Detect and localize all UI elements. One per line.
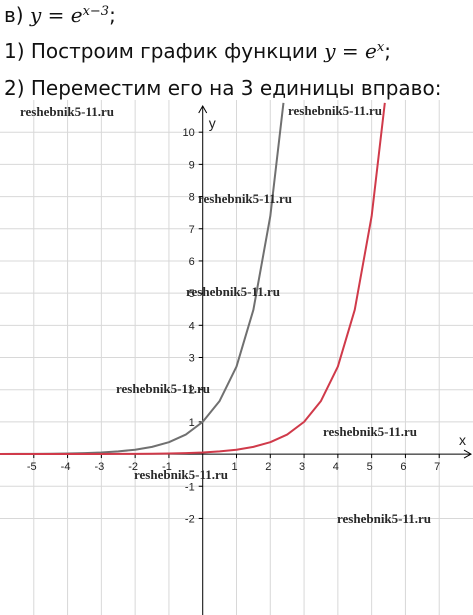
y-axis-label: y xyxy=(209,115,216,131)
x-tick-label: -4 xyxy=(61,461,71,473)
header-segment: в) xyxy=(4,3,30,27)
header-line: в) y = ex−3; xyxy=(4,3,116,27)
y-arrow xyxy=(198,104,208,114)
x-tick-label: 3 xyxy=(299,461,305,473)
x-tick-label: -1 xyxy=(162,461,172,473)
header-segment: 2) Переместим его на 3 единицы вправо: xyxy=(4,76,441,100)
x-tick-label: 4 xyxy=(333,461,339,473)
curve xyxy=(0,102,386,456)
header-line: 1) Построим график функции y = ex; xyxy=(4,39,391,63)
y-tick-label: 10 xyxy=(182,127,194,139)
x-tick-label: 5 xyxy=(367,461,373,473)
x-axis-label: x xyxy=(459,432,466,448)
curves xyxy=(0,102,386,456)
grid xyxy=(0,100,473,615)
axes xyxy=(0,104,473,615)
watermark: reshebnik5-11.ru xyxy=(288,103,382,118)
y-tick-label: 9 xyxy=(189,159,195,171)
x-arrow xyxy=(463,449,473,459)
header-segment: x xyxy=(377,40,385,55)
x-tick-label: -5 xyxy=(27,461,37,473)
y-tick-label: -2 xyxy=(185,513,195,525)
labels: -5 -4 -3 -2 -1 1 2 3 4 5 6 7 -2 -1 1 2 3 4 5 6 7 8 9 10 x y xyxy=(27,115,466,525)
header-segment: y = e xyxy=(323,39,377,63)
watermark: reshebnik5-11.ru xyxy=(134,467,228,482)
y-tick-label: 1 xyxy=(189,417,195,429)
header-segment: y = e xyxy=(29,3,83,27)
curve xyxy=(0,102,285,455)
y-tick-label: 8 xyxy=(189,192,195,204)
header-segment: ; xyxy=(384,39,391,63)
x-tick-label: 7 xyxy=(434,461,440,473)
x-tick-label: 2 xyxy=(265,461,271,473)
x-tick-label: -3 xyxy=(94,461,104,473)
watermark: reshebnik5-11.ru xyxy=(198,191,292,206)
watermark: reshebnik5-11.ru xyxy=(337,511,431,526)
watermarks: reshebnik5-11.ru reshebnik5-11.ru reshebni… xyxy=(20,103,431,526)
header-segment: ; xyxy=(109,3,116,27)
header: в) y = ex−3;1) Построим график функции y… xyxy=(4,3,441,100)
watermark: reshebnik5-11.ru xyxy=(116,381,210,396)
y-tick-label: 3 xyxy=(189,353,195,365)
x-tick-label: 1 xyxy=(231,461,237,473)
header-segment: 1) Построим график функции xyxy=(4,39,324,63)
x-tick-label: 6 xyxy=(400,461,406,473)
x-tick-label: -2 xyxy=(128,461,138,473)
y-tick-label: 5 xyxy=(189,288,195,300)
y-tick-label: 4 xyxy=(189,320,195,332)
y-tick-label: 2 xyxy=(189,385,195,397)
watermark: reshebnik5-11.ru xyxy=(186,284,280,299)
header-segment: x−3 xyxy=(83,4,110,19)
y-tick-label: 7 xyxy=(189,224,195,236)
y-tick-label: 6 xyxy=(189,256,195,268)
watermark: reshebnik5-11.ru xyxy=(323,424,417,439)
header-line: 2) Переместим его на 3 единицы вправо: xyxy=(4,76,441,100)
watermark: reshebnik5-11.ru xyxy=(20,104,114,119)
y-tick-label: -1 xyxy=(185,481,195,493)
